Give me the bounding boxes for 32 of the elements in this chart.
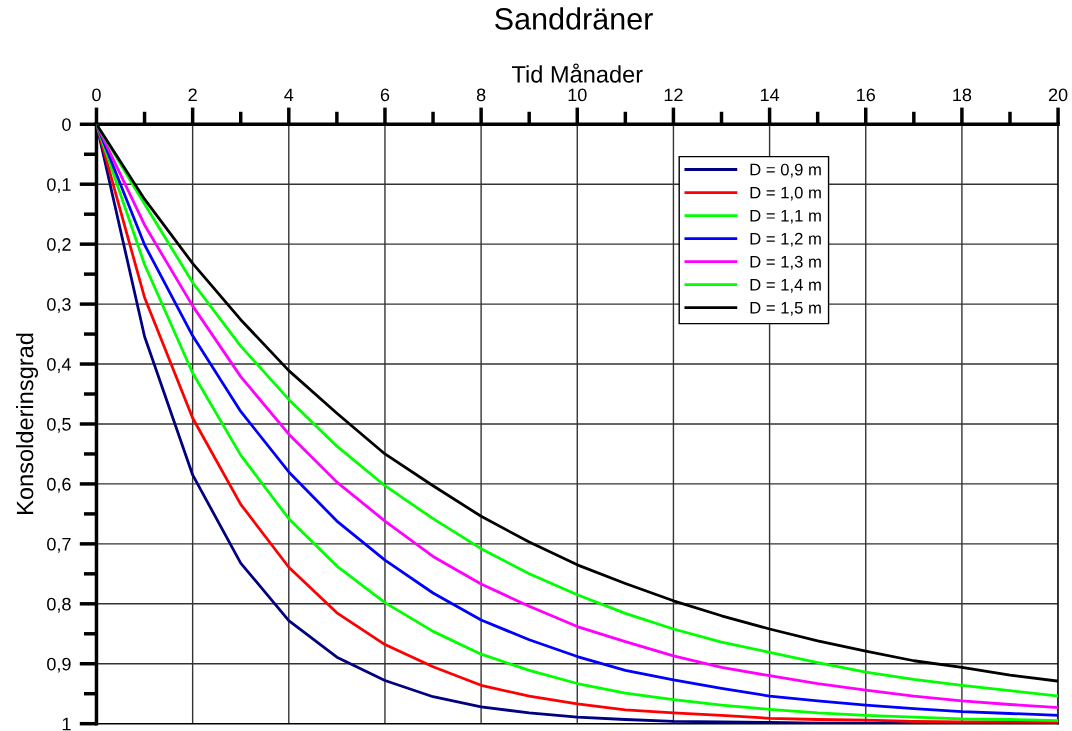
- y-tick-label: 0,9: [47, 657, 71, 673]
- chart-title: Sanddräner: [495, 7, 653, 30]
- y-tick-label: 0,3: [47, 298, 71, 313]
- legend-label: D = 1,3 m: [750, 255, 821, 270]
- x-tick-label: 4: [284, 88, 294, 102]
- y-tick-label: 0,2: [47, 238, 71, 254]
- y-tick-label: 0: [62, 118, 71, 131]
- x-tick-label: 10: [568, 88, 587, 102]
- legend-label: D = 1,2 m: [750, 232, 821, 247]
- x-tick-label: 6: [380, 88, 390, 102]
- x-axis-title: Tid Månader: [511, 63, 643, 83]
- x-tick-label: 8: [476, 88, 486, 102]
- y-axis-title: Konsolderinsgrad: [16, 333, 39, 514]
- y-tick-label: 1: [62, 717, 71, 731]
- x-tick-label: 12: [664, 88, 683, 102]
- legend-label: D = 1,4 m: [750, 279, 821, 293]
- legend-label: D = 1,5 m: [750, 302, 821, 316]
- legend-label: D = 1,0 m: [750, 186, 821, 201]
- y-tick-label: 0,8: [47, 597, 71, 613]
- y-tick-label: 0,7: [47, 537, 71, 553]
- y-tick-label: 0,6: [47, 477, 71, 493]
- y-tick-label: 0,1: [47, 178, 71, 194]
- y-tick-label: 0,5: [47, 417, 71, 433]
- x-tick-label: 20: [1048, 88, 1068, 102]
- x-tick-label: 14: [760, 88, 780, 102]
- legend-label: D = 1,1 m: [750, 209, 821, 224]
- x-tick-label: 0: [92, 88, 101, 102]
- legend-label: D = 0,9 m: [750, 163, 821, 178]
- x-tick-label: 16: [857, 88, 875, 102]
- x-tick-label: 2: [188, 88, 197, 102]
- x-tick-label: 18: [953, 88, 972, 102]
- y-tick-label: 0,4: [47, 357, 71, 373]
